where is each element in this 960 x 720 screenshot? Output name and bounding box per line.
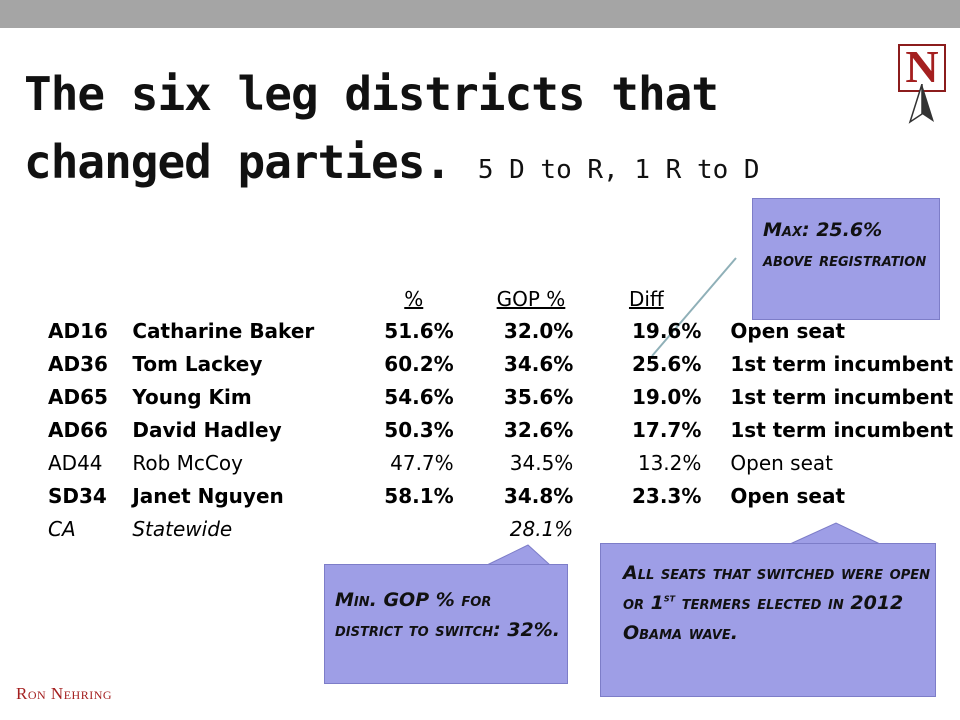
table-row: AD65 Young Kim 54.6% 35.6% 19.0% 1st ter… — [44, 380, 960, 413]
compass-logo: N — [898, 41, 946, 124]
cell-name: Statewide — [132, 516, 233, 541]
callout-min: Min. GOP % for district to switch: 32%. — [324, 564, 568, 684]
cell-note: 1st term incumbent — [730, 351, 954, 376]
cell-name: Young Kim — [132, 384, 252, 409]
cell-diff: 13.2% — [637, 450, 702, 475]
cell-gop: 32.0% — [503, 318, 574, 343]
compass-arrow-icon — [908, 84, 934, 124]
title-line-2: changed parties. 5 D to R, 1 R to D — [24, 128, 884, 204]
cell-pct: 58.1% — [384, 483, 454, 508]
callout-all-pre: All seats that switched were open or 1 — [623, 562, 931, 614]
cell-pct: 47.7% — [390, 450, 454, 475]
cell-pct — [352, 512, 454, 545]
table-row: AD16 Catharine Baker 51.6% 32.0% 19.6% O… — [44, 314, 960, 347]
cell-gop: 34.6% — [503, 351, 574, 376]
table-row: AD44 Rob McCoy 47.7% 34.5% 13.2% Open se… — [44, 446, 960, 479]
callout-all-text: All seats that switched were open or 1st… — [623, 558, 933, 648]
min-pointer-tab — [486, 544, 552, 566]
cell-pct: 54.6% — [384, 384, 454, 409]
header-diff: Diff — [628, 287, 664, 311]
cell-district: SD34 — [48, 483, 107, 508]
cell-name: Janet Nguyen — [132, 483, 284, 508]
callout-min-text: Min. GOP % for district to switch: 32%. — [335, 589, 560, 641]
cell-pct: 50.3% — [384, 417, 454, 442]
cell-district: AD16 — [48, 318, 108, 343]
callout-max: Max: 25.6% above registration — [752, 198, 940, 320]
callout-max-text: Max: 25.6% above registration — [763, 219, 927, 271]
title-line-1: The six leg districts that — [24, 67, 719, 121]
top-bar — [0, 0, 960, 28]
cell-diff: 25.6% — [632, 351, 702, 376]
cell-note: Open seat — [730, 483, 845, 508]
cell-gop: 34.5% — [509, 450, 574, 475]
districts-table: % GOP % Diff AD16 Catharine Baker 51.6% … — [44, 284, 960, 545]
cell-district: AD36 — [48, 351, 108, 376]
cell-district: AD65 — [48, 384, 108, 409]
cell-name: Rob McCoy — [132, 450, 243, 475]
cell-name: Catharine Baker — [132, 318, 315, 343]
title-subtitle: 5 D to R, 1 R to D — [477, 155, 760, 185]
cell-gop: 35.6% — [503, 384, 574, 409]
table-row: SD34 Janet Nguyen 58.1% 34.8% 23.3% Open… — [44, 479, 960, 512]
cell-district: AD44 — [48, 450, 103, 475]
cell-diff: 17.7% — [632, 417, 702, 442]
cell-note: 1st term incumbent — [730, 417, 954, 442]
table-row: AD36 Tom Lackey 60.2% 34.6% 25.6% 1st te… — [44, 347, 960, 380]
cell-note: 1st term incumbent — [730, 384, 954, 409]
title-line-2-text: changed parties. — [24, 135, 452, 189]
cell-gop: 34.8% — [503, 483, 574, 508]
cell-pct: 60.2% — [384, 351, 454, 376]
cell-note: Open seat — [730, 318, 845, 343]
cell-diff: 19.0% — [632, 384, 702, 409]
table-row: CA Statewide 28.1% — [44, 512, 960, 545]
brand-logo: Ron Nehring — [16, 684, 113, 703]
callout-all-post: termers elected in 2012 Obama wave. — [623, 592, 904, 644]
cell-diff: 19.6% — [632, 318, 702, 343]
cell-district: AD66 — [48, 417, 108, 442]
callout-all-sup: st — [663, 591, 676, 605]
slide-title: The six leg districts that changed parti… — [24, 60, 884, 204]
cell-name: Tom Lackey — [132, 351, 263, 376]
header-gop: GOP % — [496, 287, 566, 311]
logo-letter: N — [905, 41, 939, 92]
cell-diff — [573, 512, 701, 545]
callout-all: All seats that switched were open or 1st… — [600, 543, 936, 697]
cell-diff: 23.3% — [632, 483, 702, 508]
cell-name: David Hadley — [132, 417, 282, 442]
cell-gop: 32.6% — [503, 417, 574, 442]
header-district — [44, 284, 132, 314]
cell-note — [701, 512, 960, 545]
cell-gop: 28.1% — [509, 516, 574, 541]
header-name — [132, 284, 351, 314]
cell-pct: 51.6% — [384, 318, 454, 343]
header-pct: % — [404, 287, 424, 311]
table-row: AD66 David Hadley 50.3% 32.6% 17.7% 1st … — [44, 413, 960, 446]
cell-district: CA — [48, 516, 76, 541]
table-header-row: % GOP % Diff — [44, 284, 960, 314]
cell-note: Open seat — [730, 450, 833, 475]
